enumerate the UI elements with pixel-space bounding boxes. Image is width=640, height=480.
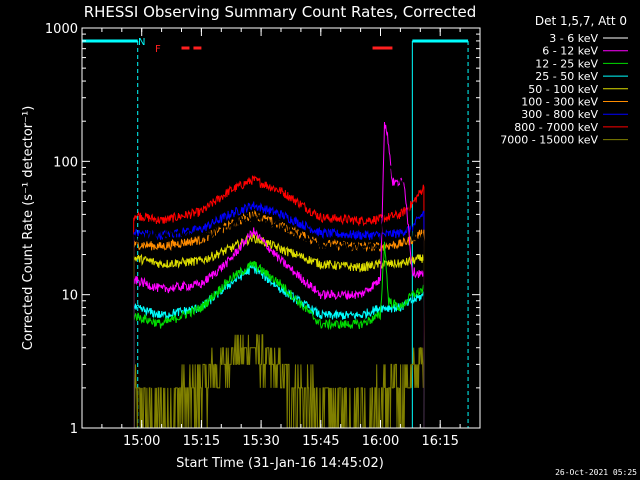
y-tick-label: 10 xyxy=(61,289,78,304)
series-lines xyxy=(133,121,425,429)
legend-label: 12 - 25 keV xyxy=(535,57,598,70)
y-tick-label: 1000 xyxy=(45,22,78,37)
timestamp: 26-Oct-2021 05:25 xyxy=(555,468,637,477)
x-tick-label: 15:00 xyxy=(123,434,160,449)
legend-label: 7000 - 15000 keV xyxy=(500,134,598,147)
series-line xyxy=(133,334,425,429)
legend-label: 300 - 800 keV xyxy=(521,108,598,121)
series-line xyxy=(133,263,425,429)
legend-label: 6 - 12 keV xyxy=(542,45,598,58)
legend-label: 3 - 6 keV xyxy=(549,32,598,45)
series-line xyxy=(133,121,425,429)
x-tick-label: 16:00 xyxy=(362,434,399,449)
series-line xyxy=(133,175,425,429)
series-line xyxy=(133,232,425,429)
flag-label: F xyxy=(155,44,161,55)
series-line xyxy=(133,161,425,429)
legend-label: 50 - 100 keV xyxy=(528,83,598,96)
x-tick-label: 15:30 xyxy=(242,434,279,449)
x-tick-label: 15:45 xyxy=(302,434,339,449)
x-tick-label: 16:15 xyxy=(421,434,458,449)
legend-label: 100 - 300 keV xyxy=(521,96,598,109)
series-line xyxy=(133,241,425,429)
y-tick-label: 100 xyxy=(53,155,78,170)
axis-ticks: 15:00 15:15 15:30 15:45 16:00 16:15 1 10 100 1000 xyxy=(45,22,481,449)
chart-title: RHESSI Observing Summary Count Rates, Co… xyxy=(84,3,477,21)
legend-label: 800 - 7000 keV xyxy=(514,121,598,134)
x-axis-label: Start Time (31-Jan-16 14:45:02) xyxy=(176,456,384,471)
y-axis-label: Corrected Count Rate (s⁻¹ detector⁻¹) xyxy=(21,106,36,351)
legend-title: Det 1,5,7, Att 0 xyxy=(535,14,627,28)
night-label: N xyxy=(138,37,145,48)
y-tick-label: 1 xyxy=(70,422,78,437)
x-tick-label: 15:15 xyxy=(183,434,220,449)
legend-label: 25 - 50 keV xyxy=(535,70,598,83)
